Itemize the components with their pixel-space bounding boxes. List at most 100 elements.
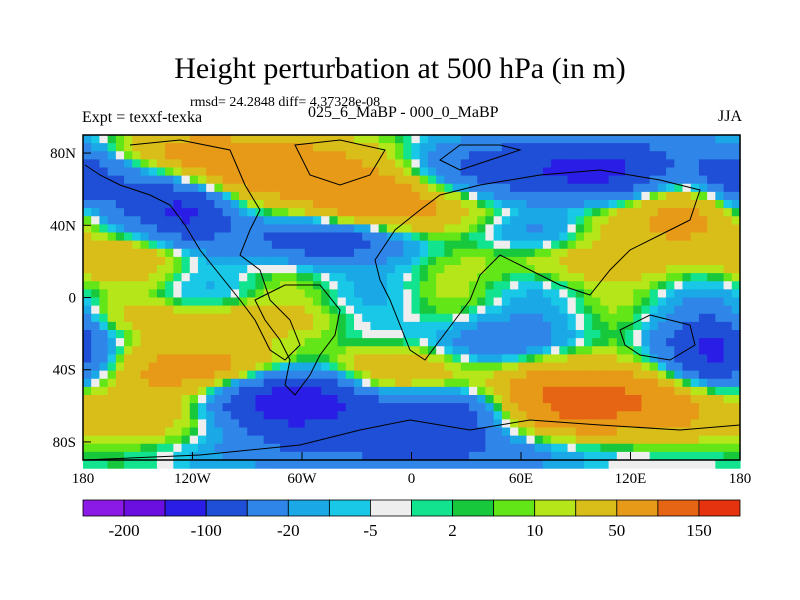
heatmap-cell: [386, 135, 396, 144]
heatmap-cell: [534, 183, 544, 193]
heatmap-cell: [731, 378, 741, 388]
heatmap-cell: [304, 362, 314, 372]
heatmap-cell: [526, 265, 536, 274]
heatmap-cell: [526, 240, 536, 250]
heatmap-cell: [682, 265, 692, 274]
heatmap-cell: [419, 281, 429, 290]
heatmap-cell: [173, 200, 183, 209]
heatmap-cell: [83, 451, 92, 461]
heatmap-cell: [370, 362, 380, 372]
heatmap-cell: [296, 256, 306, 266]
heatmap-cell: [633, 338, 643, 347]
heatmap-cell: [296, 321, 306, 331]
heatmap-cell: [526, 346, 536, 355]
heatmap-cell: [567, 460, 577, 469]
heatmap-cell: [378, 200, 388, 209]
heatmap-cell: [452, 395, 462, 404]
heatmap-cell: [197, 289, 207, 299]
heatmap-cell: [674, 403, 684, 412]
heatmap-cell: [444, 346, 454, 355]
heatmap-cell: [255, 200, 265, 209]
heatmap-cell: [731, 354, 741, 364]
heatmap-cell: [206, 256, 215, 266]
heatmap-cell: [526, 289, 536, 299]
heatmap-cell: [501, 330, 511, 339]
heatmap-cell: [124, 378, 133, 388]
heatmap-cell: [501, 175, 511, 185]
heatmap-cell: [600, 273, 610, 282]
heatmap-cell: [477, 354, 487, 364]
heatmap-cell: [115, 232, 125, 242]
heatmap-cell: [510, 281, 519, 290]
heatmap-cell: [436, 305, 445, 315]
heatmap-cell: [452, 265, 462, 274]
heatmap-cell: [362, 378, 372, 388]
heatmap-cell: [263, 240, 273, 250]
heatmap-cell: [222, 411, 232, 420]
heatmap-cell: [460, 159, 470, 169]
heatmap-cell: [707, 289, 716, 299]
heatmap-cell: [715, 273, 725, 282]
heatmap-cell: [411, 330, 421, 339]
heatmap-cell: [641, 370, 651, 380]
heatmap-cell: [427, 175, 437, 185]
heatmap-cell: [452, 427, 462, 437]
heatmap-cell: [518, 183, 528, 193]
heatmap-cell: [247, 313, 257, 323]
heatmap-cell: [83, 297, 92, 307]
heatmap-cell: [583, 183, 593, 193]
heatmap-cell: [386, 427, 396, 437]
heatmap-cell: [156, 281, 166, 290]
heatmap-cell: [312, 403, 322, 412]
heatmap-cell: [534, 240, 544, 250]
heatmap-cell: [239, 200, 248, 209]
heatmap-cell: [403, 338, 413, 347]
heatmap-cell: [477, 451, 487, 461]
heatmap-cell: [321, 321, 330, 331]
heatmap-cell: [255, 395, 265, 404]
heatmap-cell: [493, 386, 503, 396]
heatmap-cell: [304, 378, 314, 388]
heatmap-cell: [436, 208, 445, 217]
heatmap-cell: [468, 354, 478, 364]
heatmap-cell: [707, 330, 716, 339]
heatmap-cell: [731, 451, 741, 461]
heatmap-cell: [510, 151, 519, 160]
heatmap-cell: [468, 395, 478, 404]
heatmap-cell: [214, 240, 224, 250]
heatmap-cell: [197, 403, 207, 412]
heatmap-cell: [99, 460, 109, 469]
heatmap-cell: [419, 240, 429, 250]
heatmap-cell: [304, 191, 314, 201]
heatmap-cell: [362, 354, 372, 364]
heatmap-cell: [542, 265, 552, 274]
heatmap-cell: [419, 403, 429, 412]
heatmap-cell: [115, 403, 125, 412]
heatmap-cell: [345, 427, 355, 437]
heatmap-cell: [518, 289, 528, 299]
heatmap-cell: [148, 338, 158, 347]
heatmap-cell: [91, 435, 101, 445]
heatmap-cell: [288, 313, 298, 323]
heatmap-cell: [271, 240, 281, 250]
heatmap-cell: [239, 273, 248, 282]
heatmap-cell: [698, 403, 708, 412]
heatmap-cell: [575, 200, 585, 209]
heatmap-cell: [189, 435, 199, 445]
heatmap-cell: [715, 451, 725, 461]
heatmap-cell: [173, 183, 183, 193]
heatmap-cell: [239, 289, 248, 299]
heatmap-cell: [280, 135, 289, 144]
heatmap-cell: [493, 443, 503, 453]
heatmap-cell: [575, 216, 585, 225]
heatmap-cell: [641, 403, 651, 412]
heatmap-cell: [411, 386, 421, 396]
heatmap-cell: [206, 273, 215, 282]
heatmap-cell: [288, 167, 298, 177]
heatmap-cell: [222, 248, 232, 258]
heatmap-cell: [477, 208, 487, 217]
heatmap-cell: [444, 224, 454, 234]
heatmap-cell: [165, 411, 174, 420]
heatmap-cell: [608, 200, 618, 209]
heatmap-cell: [321, 427, 330, 437]
